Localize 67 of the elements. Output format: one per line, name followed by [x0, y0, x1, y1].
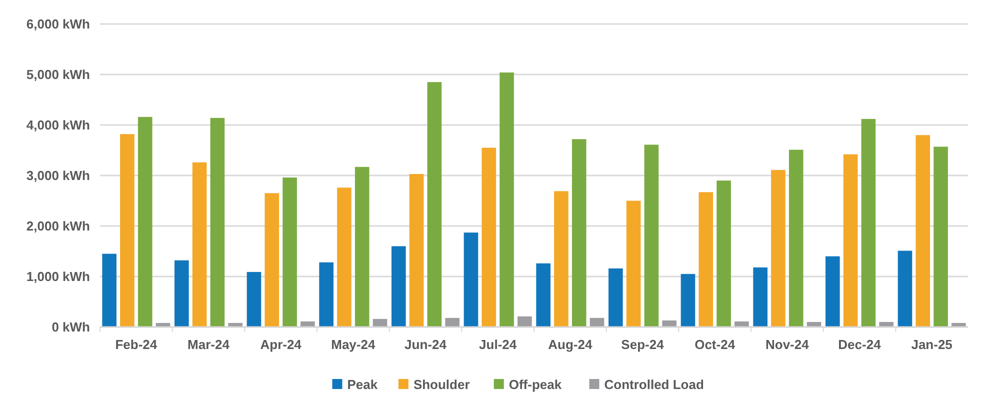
- bar: [319, 262, 334, 327]
- bar: [409, 174, 424, 327]
- bar: [753, 267, 768, 327]
- bar: [354, 166, 370, 327]
- y-tick-label: 5,000 kWh: [26, 67, 90, 82]
- bar: [518, 316, 532, 327]
- bar: [482, 148, 496, 327]
- legend-label: Peak: [347, 377, 378, 392]
- bar: [300, 321, 315, 327]
- bar: [843, 154, 858, 327]
- bar: [662, 320, 676, 327]
- bar: [788, 150, 804, 327]
- x-tick-label: Apr-24: [260, 337, 302, 352]
- x-tick-label: Jun-24: [404, 337, 448, 352]
- bar: [608, 268, 623, 327]
- y-tick-label: 4,000 kWh: [26, 118, 90, 133]
- bar: [192, 162, 207, 327]
- x-tick-label: Nov-24: [765, 337, 810, 352]
- legend-label: Controlled Load: [604, 377, 704, 392]
- legend-label: Off-peak: [508, 377, 562, 392]
- bar: [174, 260, 189, 327]
- bar: [572, 139, 586, 327]
- bar: [282, 178, 297, 327]
- y-tick-label: 0 kWh: [52, 320, 90, 335]
- bar: [626, 200, 641, 327]
- bar: [934, 146, 948, 327]
- bar: [138, 116, 152, 327]
- bar: [716, 180, 731, 327]
- bar: [120, 134, 134, 327]
- x-tick-label: Oct-24: [694, 337, 736, 352]
- bar: [392, 246, 406, 327]
- bar: [861, 118, 876, 327]
- x-tick-label: Feb-24: [115, 337, 158, 352]
- bar: [826, 256, 840, 327]
- bar: [102, 254, 116, 327]
- bar: [246, 272, 262, 327]
- bar: [210, 118, 225, 327]
- bar: [372, 318, 388, 327]
- bar: [427, 82, 442, 327]
- x-tick-label: Jan-25: [911, 337, 952, 352]
- bar: [734, 321, 749, 327]
- x-tick-label: Dec-24: [838, 337, 882, 352]
- bar: [771, 170, 786, 327]
- bar: [464, 232, 478, 327]
- x-tick-label: Aug-24: [548, 337, 593, 352]
- bar: [337, 188, 352, 327]
- bar: [500, 72, 514, 327]
- bar: [644, 144, 659, 327]
- y-tick-label: 2,000 kWh: [26, 218, 90, 234]
- bar: [898, 250, 912, 327]
- bar: [554, 191, 568, 327]
- bar: [445, 318, 460, 327]
- y-tick-label: 3,000 kWh: [26, 168, 90, 184]
- bar: [879, 322, 894, 327]
- x-tick-label: May-24: [331, 337, 376, 352]
- x-tick-label: Sep-24: [621, 337, 665, 352]
- bar: [590, 318, 604, 327]
- x-tick-label: Jul-24: [479, 337, 518, 352]
- bar: [264, 193, 280, 327]
- y-tick-label: 1,000 kWh: [26, 269, 90, 284]
- y-tick-label: 6,000 kWh: [26, 16, 90, 32]
- legend-label: Shoulder: [413, 377, 470, 392]
- x-tick-label: Mar-24: [188, 337, 230, 352]
- bar: [916, 135, 930, 327]
- bar: [680, 274, 696, 327]
- bar: [536, 263, 550, 327]
- bar: [698, 192, 714, 327]
